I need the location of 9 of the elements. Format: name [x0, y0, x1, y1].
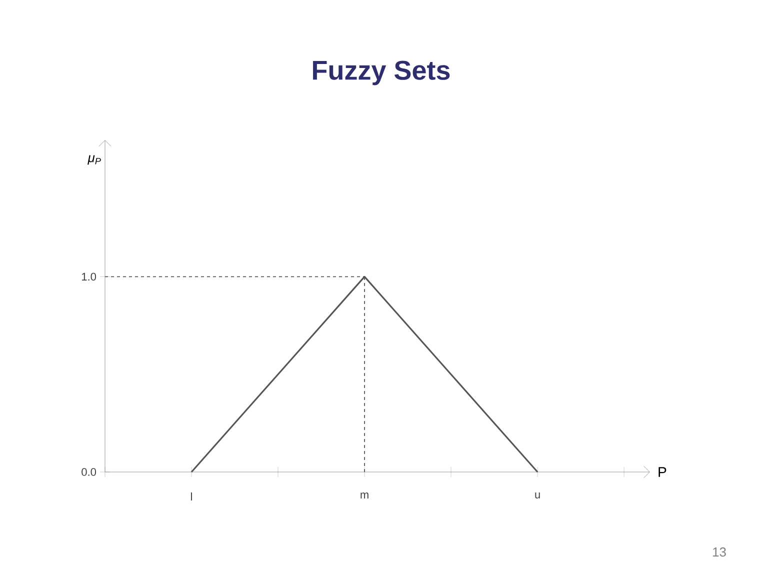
- text: 13: [713, 547, 726, 557]
- y-tick-label: 1.0: [82, 272, 96, 281]
- x-tick-label: l: [191, 492, 192, 500]
- y-tick-label: 0.0: [82, 468, 96, 476]
- chart-title: Fuzzy Sets: [313, 60, 450, 86]
- x-axis-title: P: [658, 467, 666, 477]
- x-tick-label: u: [535, 492, 540, 498]
- y-axis-title: μ$_{P}$: [88, 155, 101, 165]
- x-tick-label: m: [360, 492, 368, 498]
